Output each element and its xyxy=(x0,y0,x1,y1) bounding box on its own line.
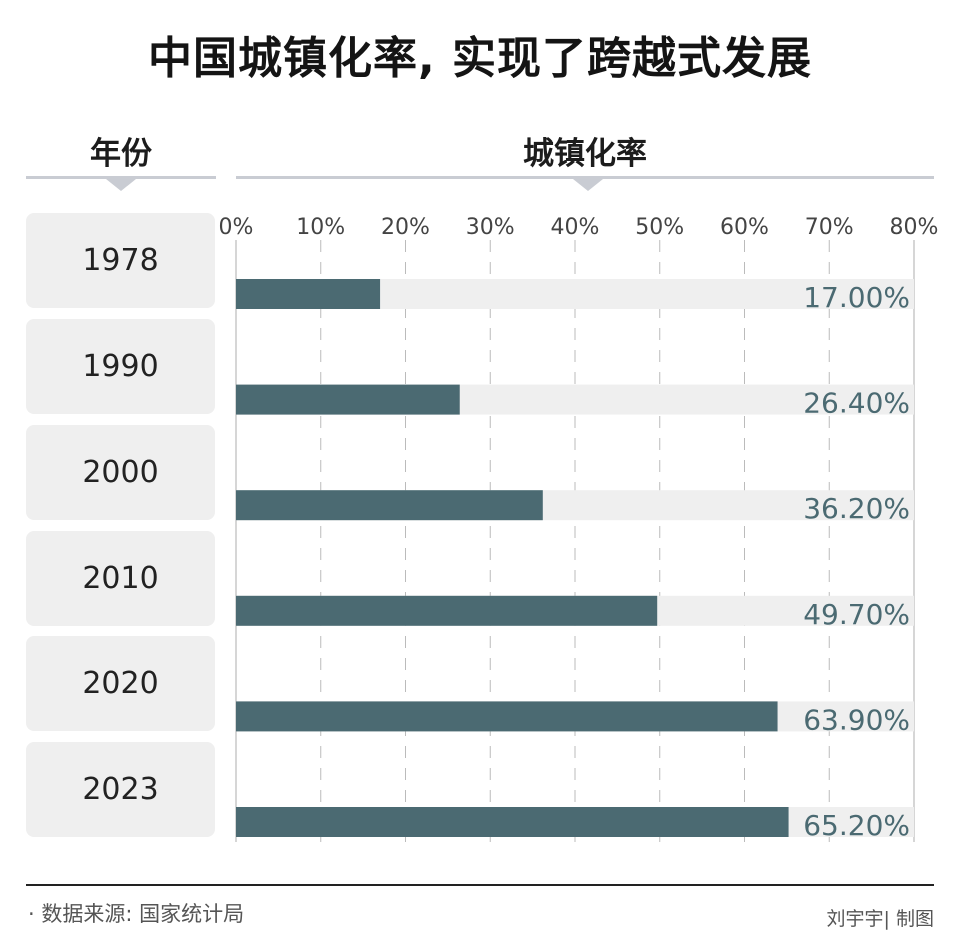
year-cell: 1978 xyxy=(26,213,215,308)
source-note: · 数据来源: 国家统计局 xyxy=(28,902,245,926)
year-label: 2020 xyxy=(82,666,159,701)
year-label: 1978 xyxy=(82,243,159,278)
bar xyxy=(236,701,778,732)
bar xyxy=(236,384,460,415)
credit-note: 刘宇宇| 制图 xyxy=(826,908,934,930)
footer-rule xyxy=(26,884,934,886)
tick-label: 80% xyxy=(890,215,939,240)
tick-label: 10% xyxy=(296,215,345,240)
chart-title: 中国城镇化率, 实现了跨越式发展 xyxy=(147,33,813,84)
tick-label: 20% xyxy=(381,215,430,240)
value-label: 36.20% xyxy=(803,492,910,525)
bar xyxy=(236,595,658,626)
tick-label: 0% xyxy=(219,215,254,240)
rate-header-caret-icon xyxy=(573,179,603,191)
year-cell: 2000 xyxy=(26,425,215,520)
year-label: 1990 xyxy=(82,349,159,384)
tick-label: 40% xyxy=(551,215,600,240)
tick-label: 60% xyxy=(720,215,769,240)
rate-header-rule xyxy=(236,176,934,179)
year-label: 2000 xyxy=(82,455,159,490)
value-label: 63.90% xyxy=(803,703,910,736)
tick-label: 30% xyxy=(466,215,515,240)
year-header-caret-icon xyxy=(106,179,136,191)
bar xyxy=(236,807,789,837)
year-cell: 2023 xyxy=(26,742,215,837)
value-label: 26.40% xyxy=(803,387,910,420)
year-column-header: 年份 xyxy=(90,136,152,172)
year-label: 2010 xyxy=(82,561,159,596)
bar xyxy=(236,279,381,309)
value-label: 49.70% xyxy=(803,598,910,631)
rate-column-header: 城镇化率 xyxy=(523,136,647,172)
year-label: 2023 xyxy=(82,772,159,807)
value-label: 17.00% xyxy=(803,281,910,314)
year-cell: 1990 xyxy=(26,319,215,414)
tick-label: 50% xyxy=(635,215,684,240)
value-label: 65.20% xyxy=(803,809,910,842)
year-cell: 2020 xyxy=(26,636,215,731)
year-cell: 2010 xyxy=(26,531,215,626)
year-header-rule xyxy=(26,176,216,179)
tick-label: 70% xyxy=(805,215,854,240)
bar xyxy=(236,490,543,521)
